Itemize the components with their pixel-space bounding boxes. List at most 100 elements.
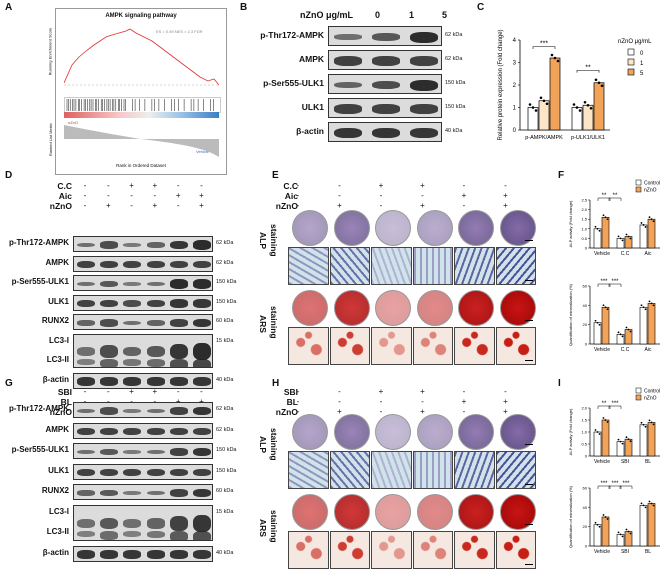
treatment-sign: + <box>420 201 425 210</box>
data-point <box>617 235 620 238</box>
treatment-sign: - <box>176 387 180 396</box>
protein-band <box>193 447 212 457</box>
panel-i-letter: I <box>558 378 561 389</box>
y-axis-label: Quantification of mineralization (%) <box>568 283 573 346</box>
protein-band <box>170 427 188 436</box>
data-point <box>625 528 628 531</box>
treatment-sign: + <box>337 201 342 210</box>
protein-band <box>146 345 165 358</box>
legend-swatch <box>627 68 635 76</box>
data-point <box>652 504 655 507</box>
data-point <box>534 109 538 112</box>
kda-label: 62 kDa <box>216 406 234 412</box>
ars-micrograph <box>288 531 329 569</box>
y-tick-label: 1.5 <box>581 418 587 423</box>
scale-bar <box>525 564 533 565</box>
y-tick-label: 60 <box>583 284 588 289</box>
data-point <box>606 518 609 520</box>
protein-band <box>170 319 188 327</box>
protein-band <box>123 346 142 357</box>
sig-label: *** <box>611 401 619 407</box>
treatment-sign: + <box>175 191 181 200</box>
ars-micrograph <box>371 531 412 569</box>
data-point <box>596 431 599 433</box>
protein-band <box>333 127 363 139</box>
bar <box>647 503 656 547</box>
blot-strip <box>328 98 442 118</box>
y-tick-label: 40 <box>583 303 588 308</box>
ars-micrograph <box>329 531 370 569</box>
bar <box>647 422 656 457</box>
blot-row-label: AMPK <box>45 424 69 434</box>
treatment-label: SBI <box>57 387 72 397</box>
protein-band <box>76 260 95 269</box>
data-point <box>625 326 628 329</box>
ars-dish-image <box>416 494 453 530</box>
y-tick-label: 20 <box>583 524 588 529</box>
alp-micrograph <box>288 451 329 489</box>
bar <box>593 431 602 457</box>
sig-bracket <box>597 283 611 287</box>
data-point <box>625 436 628 439</box>
protein-band <box>76 408 95 414</box>
protein-band <box>146 242 165 248</box>
x-tick-label: p-ULK1/ULK1 <box>571 135 605 141</box>
bar <box>647 303 656 345</box>
bar <box>549 57 561 131</box>
protein-band <box>100 448 118 456</box>
legend-title: nZnO μg/mL <box>618 39 652 45</box>
treatment-sign: + <box>129 181 134 190</box>
data-point <box>539 96 543 100</box>
protein-band <box>76 519 95 528</box>
blot-strip <box>328 74 442 94</box>
data-point <box>604 419 607 421</box>
sig-label: ** <box>602 193 607 199</box>
kda-label: 150 kDa <box>445 80 466 86</box>
alp-micrograph <box>329 247 370 285</box>
legend-label: nZnO <box>644 188 657 194</box>
data-point <box>625 233 628 236</box>
scale-bar <box>525 320 533 321</box>
treatment-sign: + <box>197 397 207 406</box>
kda-label: 40 kDa <box>445 128 463 134</box>
legend-label: 0 <box>640 51 644 57</box>
protein-band <box>333 81 363 89</box>
blot-strip <box>73 463 213 480</box>
bar <box>647 218 656 249</box>
ars-micrograph <box>454 531 495 569</box>
sig-label: *** <box>611 481 619 487</box>
treatment-sign: - <box>338 397 341 406</box>
blot-row-label: LC3-II <box>46 355 69 364</box>
gsea-high-label: nZnO <box>68 120 79 125</box>
legend-swatch <box>635 186 642 193</box>
blot-row-label: β-actin <box>296 126 324 136</box>
y-tick-label: 0 <box>513 128 517 134</box>
protein-band <box>371 80 401 90</box>
ars-micrograph <box>288 327 329 365</box>
blot-strip <box>73 236 213 252</box>
alp-dish-image <box>375 414 411 450</box>
bar <box>639 224 648 249</box>
protein-band <box>123 427 142 436</box>
blot-strip <box>73 504 213 541</box>
y-tick-label: 20 <box>583 322 588 327</box>
data-point <box>617 531 620 534</box>
protein-band <box>100 517 118 530</box>
protein-band <box>100 550 118 559</box>
panel-e-letter: E <box>272 170 279 181</box>
legend-swatch <box>635 387 642 394</box>
blot-row-label: LC3-I <box>49 506 69 516</box>
protein-band <box>193 279 212 289</box>
y-tick-label: 1.5 <box>581 217 587 222</box>
protein-band <box>170 358 188 367</box>
treatment-sign: - <box>103 397 113 406</box>
protein-band <box>409 127 439 139</box>
panel-d-letter: D <box>5 170 13 181</box>
kda-label: 62 kDa <box>216 240 234 246</box>
protein-band <box>193 377 212 386</box>
sig-bracket <box>608 197 622 201</box>
treatment-sign: - <box>296 397 300 406</box>
sig-label: ** <box>613 193 618 199</box>
y-axis-label: Relative protein expression (Fold change… <box>498 29 504 140</box>
alp-micrograph <box>371 451 412 489</box>
